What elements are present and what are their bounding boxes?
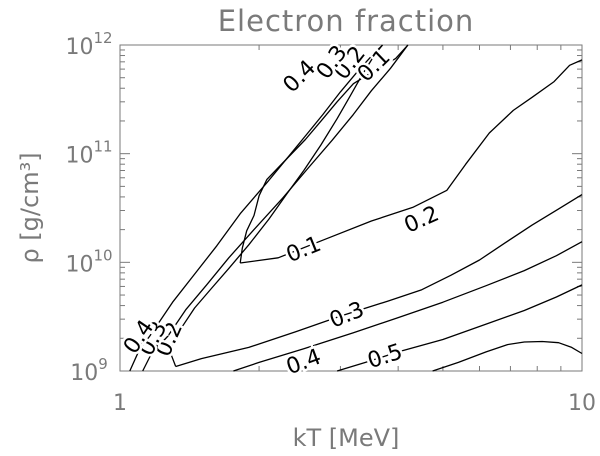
contour-label: 0.1 <box>283 232 325 268</box>
y-tick-exponent: 10 <box>93 246 112 264</box>
y-tick-label: 1010 <box>65 246 112 277</box>
contour-label: 0.5 <box>365 340 406 375</box>
contour-label: 0.4 <box>283 345 324 380</box>
y-tick-label: 1012 <box>65 29 112 60</box>
y-tick-exponent: 11 <box>93 138 112 156</box>
y-tick-base: 10 <box>65 35 93 60</box>
contour-line-0.5 <box>432 340 583 372</box>
contour-line-0.1 <box>239 44 409 264</box>
contour-line-0.1 <box>240 59 583 264</box>
x-axis-label: kT [MeV] <box>293 424 400 452</box>
y-tick-label: 1011 <box>65 138 112 169</box>
contour-line-0.4 <box>129 44 383 372</box>
y-tick-base: 10 <box>70 361 98 386</box>
chart-title: Electron fraction <box>218 4 475 38</box>
x-tick-label: 1 <box>113 391 127 416</box>
x-tick-label: 10 <box>568 391 596 416</box>
y-tick-base: 10 <box>65 252 93 277</box>
contour-label: 0.3 <box>326 297 368 333</box>
contour-line-0.3 <box>142 44 409 372</box>
plot-frame <box>119 44 583 372</box>
contour-label: 0.2 <box>401 202 443 239</box>
y-tick-exponent: 12 <box>93 29 112 47</box>
y-axis-label: ρ [g/cm³] <box>16 152 44 263</box>
contour-lines <box>129 44 583 372</box>
contour-line-0.2 <box>175 194 583 368</box>
plot-area <box>119 44 583 372</box>
contour-line-0.3 <box>233 241 583 372</box>
x-axis: 1 10 <box>113 45 596 416</box>
contour-labels: 0.10.10.20.20.20.30.30.30.40.40.4 0.5 <box>116 39 445 383</box>
contour-line-0.4 <box>336 284 583 372</box>
y-tick-exponent: 9 <box>98 355 108 373</box>
y-tick-base: 10 <box>65 144 93 169</box>
contour-line-0.2 <box>168 44 384 367</box>
contour-label: 0.4 <box>279 56 321 98</box>
y-tick-label: 109 <box>70 355 108 386</box>
